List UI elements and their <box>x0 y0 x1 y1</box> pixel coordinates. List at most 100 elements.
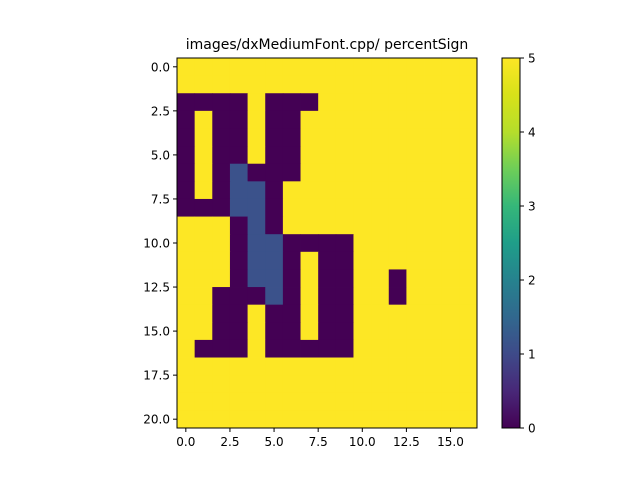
heatmap-cell <box>406 216 425 235</box>
heatmap-cell <box>212 357 231 376</box>
heatmap-cell <box>282 410 301 429</box>
heatmap-cell <box>300 339 319 358</box>
heatmap-cell <box>194 163 213 182</box>
heatmap-cell <box>441 392 460 411</box>
heatmap-cell <box>177 410 196 429</box>
heatmap-cell <box>388 322 407 341</box>
heatmap-cell <box>459 339 478 358</box>
heatmap-cell <box>371 110 390 129</box>
heatmap-cell <box>282 93 301 112</box>
heatmap-cell <box>300 181 319 200</box>
heatmap-cell <box>177 234 196 253</box>
heatmap-cell <box>229 375 248 394</box>
heatmap-cell <box>459 216 478 235</box>
heatmap-cell <box>371 287 390 306</box>
heatmap-cell <box>388 410 407 429</box>
heatmap-cell <box>388 146 407 165</box>
heatmap-cell <box>318 216 337 235</box>
heatmap-cell <box>388 110 407 129</box>
heatmap-cell <box>300 269 319 288</box>
heatmap-cell <box>194 322 213 341</box>
heatmap-cell <box>335 93 354 112</box>
colorbar <box>501 57 521 429</box>
x-tick-label: 0.0 <box>176 435 195 449</box>
heatmap-cell <box>318 128 337 147</box>
heatmap-cell <box>318 146 337 165</box>
heatmap-cell <box>459 269 478 288</box>
heatmap-cell <box>335 128 354 147</box>
y-tick-label: 2.5 <box>151 104 170 118</box>
heatmap-cell <box>424 216 443 235</box>
heatmap-cell <box>194 58 213 77</box>
heatmap-cell <box>229 304 248 323</box>
heatmap-cell <box>229 392 248 411</box>
heatmap-cell <box>388 93 407 112</box>
heatmap-cell <box>335 198 354 217</box>
heatmap-cell <box>265 146 284 165</box>
heatmap-cell <box>212 269 231 288</box>
y-axis: 0.0 2.5 5.0 7.5 10.0 12.5 15.0 17.5 20.0 <box>143 60 177 427</box>
heatmap-cell <box>388 216 407 235</box>
x-axis: 0.0 2.5 5.0 7.5 10.0 12.5 15.0 <box>176 428 464 449</box>
heatmap-cell <box>300 322 319 341</box>
heatmap-cell <box>441 181 460 200</box>
colorbar-tick-label: 0 <box>528 422 536 436</box>
heatmap-cell <box>406 269 425 288</box>
heatmap-cell <box>459 93 478 112</box>
heatmap-cell <box>335 146 354 165</box>
heatmap-cell <box>282 392 301 411</box>
heatmap-cell <box>247 269 266 288</box>
heatmap-cell <box>441 304 460 323</box>
heatmap-cell <box>229 181 248 200</box>
heatmap-cell <box>459 304 478 323</box>
heatmap-cell <box>247 357 266 376</box>
heatmap-cell <box>353 269 372 288</box>
chart-title: images/dxMediumFont.cpp/ percentSign <box>186 37 469 53</box>
heatmap-cell <box>194 128 213 147</box>
x-tick-label: 2.5 <box>220 435 239 449</box>
heatmap-cell <box>459 251 478 270</box>
heatmap-cell <box>212 287 231 306</box>
heatmap-cell <box>371 322 390 341</box>
heatmap-cell <box>388 181 407 200</box>
heatmap-cell <box>441 375 460 394</box>
heatmap-cell <box>353 198 372 217</box>
heatmap-cell <box>194 269 213 288</box>
heatmap-cell <box>265 322 284 341</box>
heatmap-cell <box>353 410 372 429</box>
heatmap-cell <box>318 198 337 217</box>
heatmap-cell <box>424 110 443 129</box>
y-tick-label: 17.5 <box>143 369 170 383</box>
heatmap-cell <box>300 128 319 147</box>
heatmap-cell <box>459 146 478 165</box>
heatmap-cell <box>300 304 319 323</box>
heatmap-cell <box>177 304 196 323</box>
heatmap-cell <box>265 287 284 306</box>
x-tick-label: 10.0 <box>349 435 376 449</box>
heatmap-cell <box>353 251 372 270</box>
heatmap-cell <box>282 269 301 288</box>
heatmap-cell <box>318 93 337 112</box>
heatmap-cell <box>441 339 460 358</box>
colorbar-tick-label: 4 <box>528 126 536 140</box>
heatmap-cell <box>300 163 319 182</box>
heatmap-cell <box>335 234 354 253</box>
heatmap-cell <box>194 110 213 129</box>
heatmap-cell <box>388 392 407 411</box>
heatmap-cell <box>441 287 460 306</box>
heatmap-cell <box>247 216 266 235</box>
heatmap-cell <box>300 357 319 376</box>
heatmap-cell <box>353 234 372 253</box>
heatmap-cell <box>229 163 248 182</box>
heatmap-cell <box>388 128 407 147</box>
heatmap-cell <box>282 58 301 77</box>
heatmap-cell <box>265 269 284 288</box>
heatmap-cell <box>424 181 443 200</box>
heatmap-cell <box>406 287 425 306</box>
heatmap-cell <box>424 234 443 253</box>
heatmap-cell <box>282 251 301 270</box>
heatmap-cell <box>300 216 319 235</box>
heatmap-cell <box>353 163 372 182</box>
heatmap-cell <box>318 58 337 77</box>
heatmap-cell <box>406 181 425 200</box>
